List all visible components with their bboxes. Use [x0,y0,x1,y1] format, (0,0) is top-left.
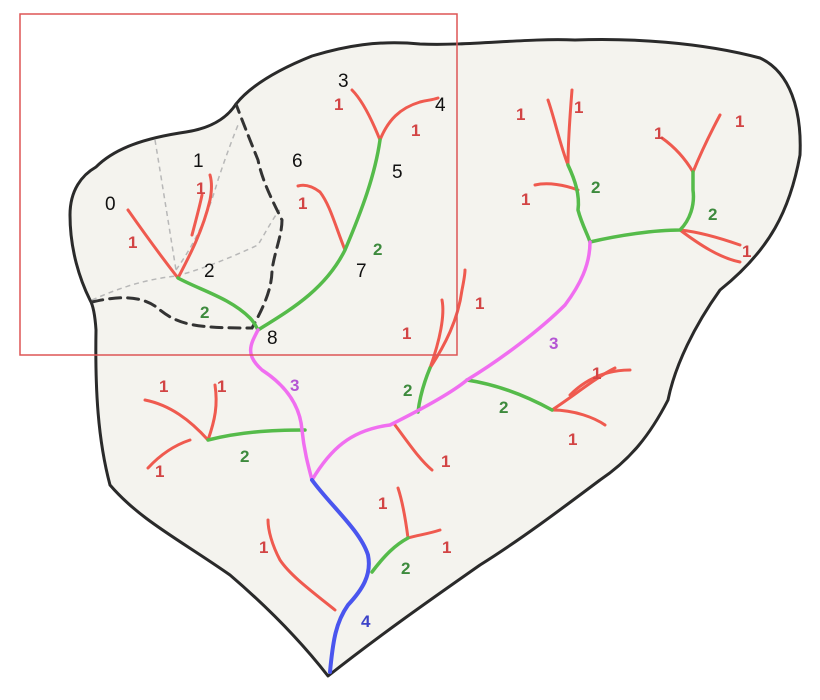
stream-order-1 [550,408,607,427]
order-label-1: 1 [521,190,530,209]
stream-order-2 [256,138,382,332]
stream-order-1 [143,398,210,442]
stream-order-1 [378,96,440,142]
stream-order-2 [465,378,554,412]
order-1-streams [126,88,742,612]
stream-order-1 [176,173,213,280]
order-label-1: 1 [654,124,663,143]
stream-order-1 [406,528,442,540]
stream-order-1 [190,193,204,237]
stream-order-1 [546,98,570,167]
highlight-region [19,13,458,356]
stream-order-1 [678,228,742,264]
order-label-1: 1 [411,121,420,140]
node-label-2: 2 [204,261,215,282]
stream-order-1 [393,423,434,472]
order-label-1: 1 [441,452,450,471]
order-label-1: 1 [378,494,387,513]
order-label-2: 2 [403,381,412,400]
order-label-3: 3 [549,334,558,353]
order-label-1: 1 [334,95,343,114]
order-label-1: 1 [735,112,744,131]
stream-order-1 [396,486,410,540]
stream-order-1 [568,368,632,397]
stream-order-2 [566,163,592,244]
node-label-4: 4 [435,95,446,116]
order-label-2: 2 [373,240,382,259]
node-label-0: 0 [105,194,116,215]
order-label-3: 3 [290,376,299,395]
sub-basin-divide-upper [154,124,239,271]
order-label-2: 2 [240,447,249,466]
order-label-1: 1 [196,179,205,198]
order-label-1: 1 [742,242,751,261]
stream-order-1 [566,88,574,167]
order-label-1: 1 [159,377,168,396]
order-label-1: 1 [442,538,451,557]
node-label-5: 5 [392,162,403,183]
stream-order-labels: 1 1 1 1 1 1 1 1 1 1 1 1 1 1 1 1 1 1 1 1 … [128,95,751,631]
order-label-1: 1 [128,233,137,252]
sub-basin-divide-lower [91,209,281,301]
stream-order-1 [678,228,742,247]
sub-basin-divide-dashed [90,102,284,330]
order-label-1: 1 [592,364,601,383]
stream-order-2 [176,276,260,332]
order-label-2: 2 [591,178,600,197]
stream-order-1 [428,298,445,370]
stream-order-1 [126,208,180,280]
stream-order-4 [310,478,371,674]
stream-order-3 [310,240,592,482]
stream-order-2 [370,536,410,574]
stream-order-1 [266,518,337,612]
order-label-1: 1 [402,324,411,343]
stream-order-1 [660,136,695,174]
stream-order-1 [206,383,218,442]
stream-order-1 [146,438,192,470]
stream-order-1 [691,113,722,174]
order-label-2: 2 [499,398,508,417]
node-label-8: 8 [267,328,278,349]
order-label-1: 1 [475,294,484,313]
stream-order-2 [588,170,696,244]
stream-order-3 [248,328,314,482]
node-label-6: 6 [292,151,303,172]
order-2-streams [176,138,696,574]
stream-order-2 [416,366,432,414]
order-label-1: 1 [516,105,525,124]
order-label-1: 1 [155,462,164,481]
order-label-1: 1 [259,538,268,557]
stream-order-1 [533,182,580,192]
stream-order-1 [428,268,467,370]
order-label-4: 4 [361,612,371,631]
order-label-1: 1 [568,430,577,449]
order-label-1: 1 [298,194,307,213]
order-3-streams [248,240,592,482]
node-label-1: 1 [193,151,204,172]
order-label-1: 1 [217,377,226,396]
node-label-3: 3 [338,71,349,92]
stream-order-1 [296,183,347,252]
stream-order-1 [350,88,382,142]
stream-order-2 [206,428,307,442]
order-label-2: 2 [200,303,209,322]
order-label-1: 1 [574,98,583,117]
node-label-7: 7 [356,261,367,282]
node-labels: 0 1 2 3 4 5 6 7 8 [105,71,446,349]
order-label-2: 2 [708,205,717,224]
order-label-2: 2 [401,559,410,578]
